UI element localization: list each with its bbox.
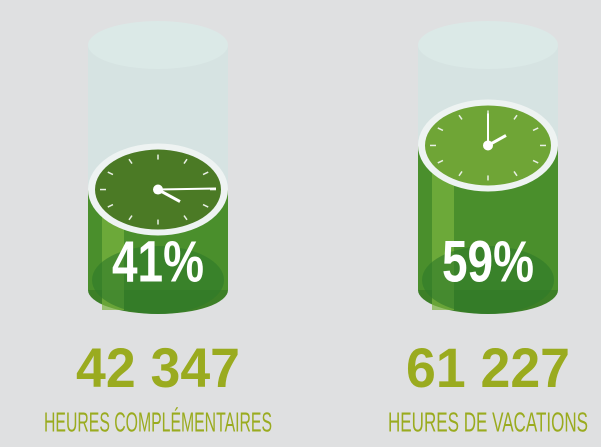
clock-tick (437, 127, 444, 132)
clock-tick (183, 215, 188, 221)
glass-top (88, 21, 228, 69)
value-label: 59% (442, 229, 534, 294)
category-label: HEURES DE VACATIONS (388, 406, 588, 437)
clock-tick (128, 215, 133, 221)
clock-tick (183, 158, 188, 164)
clock-tick (107, 203, 114, 208)
cylinder: 41% 42 347 HEURES COMPLÉMENTAIRES (44, 21, 272, 437)
total-label: 61 227 (406, 336, 570, 399)
category-label: HEURES COMPLÉMENTAIRES (44, 406, 272, 437)
clock-center (153, 184, 163, 195)
value-label: 41% (112, 229, 204, 294)
cylinder: 59% 61 227 HEURES DE VACATIONS (388, 21, 588, 437)
clock-tick (513, 114, 518, 120)
liquid-low (92, 246, 224, 314)
liquid-low (422, 246, 554, 314)
clock-tick (128, 158, 133, 164)
clock-tick (532, 159, 539, 164)
glass-top (418, 21, 558, 69)
clock-tick (532, 127, 539, 132)
clock-tick (107, 171, 114, 176)
clock-tick (513, 171, 518, 177)
clock-tick (202, 171, 209, 176)
clock-tick (458, 114, 463, 120)
clock-center (483, 140, 493, 151)
total-label: 42 347 (76, 336, 240, 399)
clock-tick (458, 171, 463, 177)
clock-tick (202, 203, 209, 208)
clock-hand (157, 187, 217, 191)
clock-tick (437, 159, 444, 164)
